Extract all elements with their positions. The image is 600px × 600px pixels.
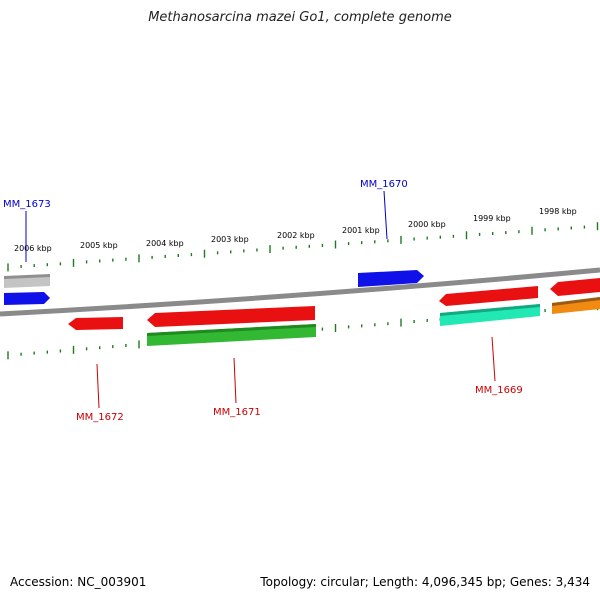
gene-mm1670[interactable] <box>358 270 424 287</box>
gene-label-mm1670[interactable]: MM_1670 <box>360 179 408 190</box>
kbp-label-2002: 2002 kbp <box>277 231 315 240</box>
gene-mm1669-teal[interactable] <box>440 304 540 326</box>
kbp-label-2004: 2004 kbp <box>146 239 184 248</box>
kbp-label-2003: 2003 kbp <box>211 235 249 244</box>
outer-tick-track <box>7 222 599 272</box>
genome-stats-text: Topology: circular; Length: 4,096,345 bp… <box>260 575 590 589</box>
kbp-label-2005: 2005 kbp <box>80 241 118 250</box>
gene-mm1673-gray[interactable] <box>4 274 50 288</box>
gene-label-mm1669[interactable]: MM_1669 <box>475 385 523 396</box>
leader-line-mm1670 <box>383 190 388 240</box>
kbp-label-2006: 2006 kbp <box>14 244 52 253</box>
gene-red-edge[interactable] <box>550 278 600 296</box>
kbp-label-1998: 1998 kbp <box>539 207 577 216</box>
gene-mm1671[interactable] <box>147 306 315 327</box>
gene-mm1669[interactable] <box>439 286 538 306</box>
gene-label-mm1671[interactable]: MM_1671 <box>213 407 261 418</box>
leader-line-mm1672 <box>96 363 100 409</box>
kbp-label-1999: 1999 kbp <box>473 214 511 223</box>
leader-line-mm1671 <box>233 357 237 404</box>
map-title: Methanosarcina mazei Go1, complete genom… <box>148 10 452 25</box>
gene-mm1673-blue[interactable] <box>4 292 50 305</box>
gene-mm1672[interactable] <box>68 317 123 330</box>
genome-backbone <box>0 267 600 317</box>
kbp-label-2001: 2001 kbp <box>342 226 380 235</box>
kbp-label-2000: 2000 kbp <box>408 220 446 229</box>
gene-mm1671-green[interactable] <box>147 324 316 346</box>
gene-label-mm1673[interactable]: MM_1673 <box>3 199 51 210</box>
gene-label-mm1672[interactable]: MM_1672 <box>76 412 124 423</box>
gene-orange-edge[interactable] <box>552 297 600 314</box>
accession-text: Accession: NC_003901 <box>10 575 147 589</box>
leader-line-mm1669 <box>491 336 496 382</box>
